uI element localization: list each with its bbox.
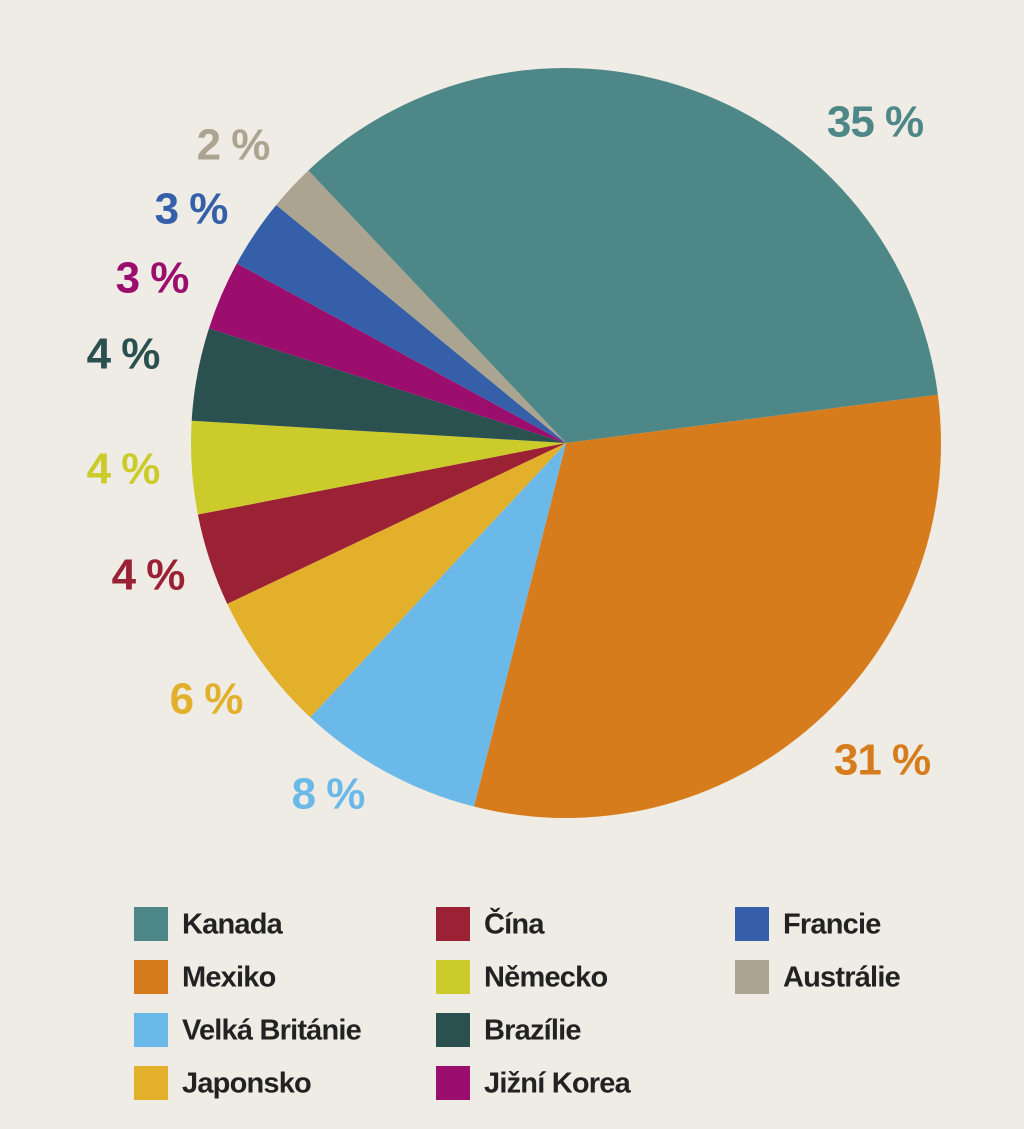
pie-slice (227, 443, 566, 718)
legend-swatch (134, 907, 168, 941)
legend-label: Austrálie (783, 962, 901, 994)
pie-slice (236, 204, 566, 443)
legend-label: Německo (484, 962, 607, 994)
legend-label: Brazílie (484, 1015, 581, 1047)
legend-label: Velká Británie (182, 1015, 362, 1047)
legend-swatch (134, 960, 168, 994)
pie-slice (191, 420, 567, 515)
legend-swatch (436, 907, 470, 941)
pie-slice (197, 443, 566, 604)
legend-swatch (436, 960, 470, 994)
value-label: 3 % (116, 254, 189, 303)
pie-slice (308, 68, 938, 443)
legend-swatch (735, 960, 769, 994)
legend-swatch (134, 1013, 168, 1047)
value-label: 35 % (827, 98, 923, 147)
value-label: 4 % (87, 445, 160, 494)
pie-slice (276, 170, 566, 444)
value-label: 4 % (112, 551, 185, 600)
pie-slice (208, 263, 566, 443)
legend-swatch (134, 1066, 168, 1100)
value-label: 3 % (155, 185, 228, 234)
pie-slice (191, 328, 566, 443)
pie-slice (310, 443, 566, 807)
value-label: 4 % (87, 330, 160, 379)
value-label: 31 % (834, 736, 930, 785)
legend-swatch (436, 1013, 470, 1047)
legend-label: Francie (783, 909, 881, 941)
value-label: 8 % (292, 770, 365, 819)
legend-label: Japonsko (182, 1068, 311, 1100)
legend-label: Mexiko (182, 962, 276, 994)
value-label: 2 % (197, 121, 270, 170)
legend-label: Jižní Korea (484, 1068, 632, 1100)
pie-slice (474, 394, 941, 818)
value-label: 6 % (170, 675, 243, 724)
legend-label: Kanada (182, 909, 284, 941)
legend-label: Čína (484, 907, 545, 941)
legend-swatch (735, 907, 769, 941)
legend-swatch (436, 1066, 470, 1100)
